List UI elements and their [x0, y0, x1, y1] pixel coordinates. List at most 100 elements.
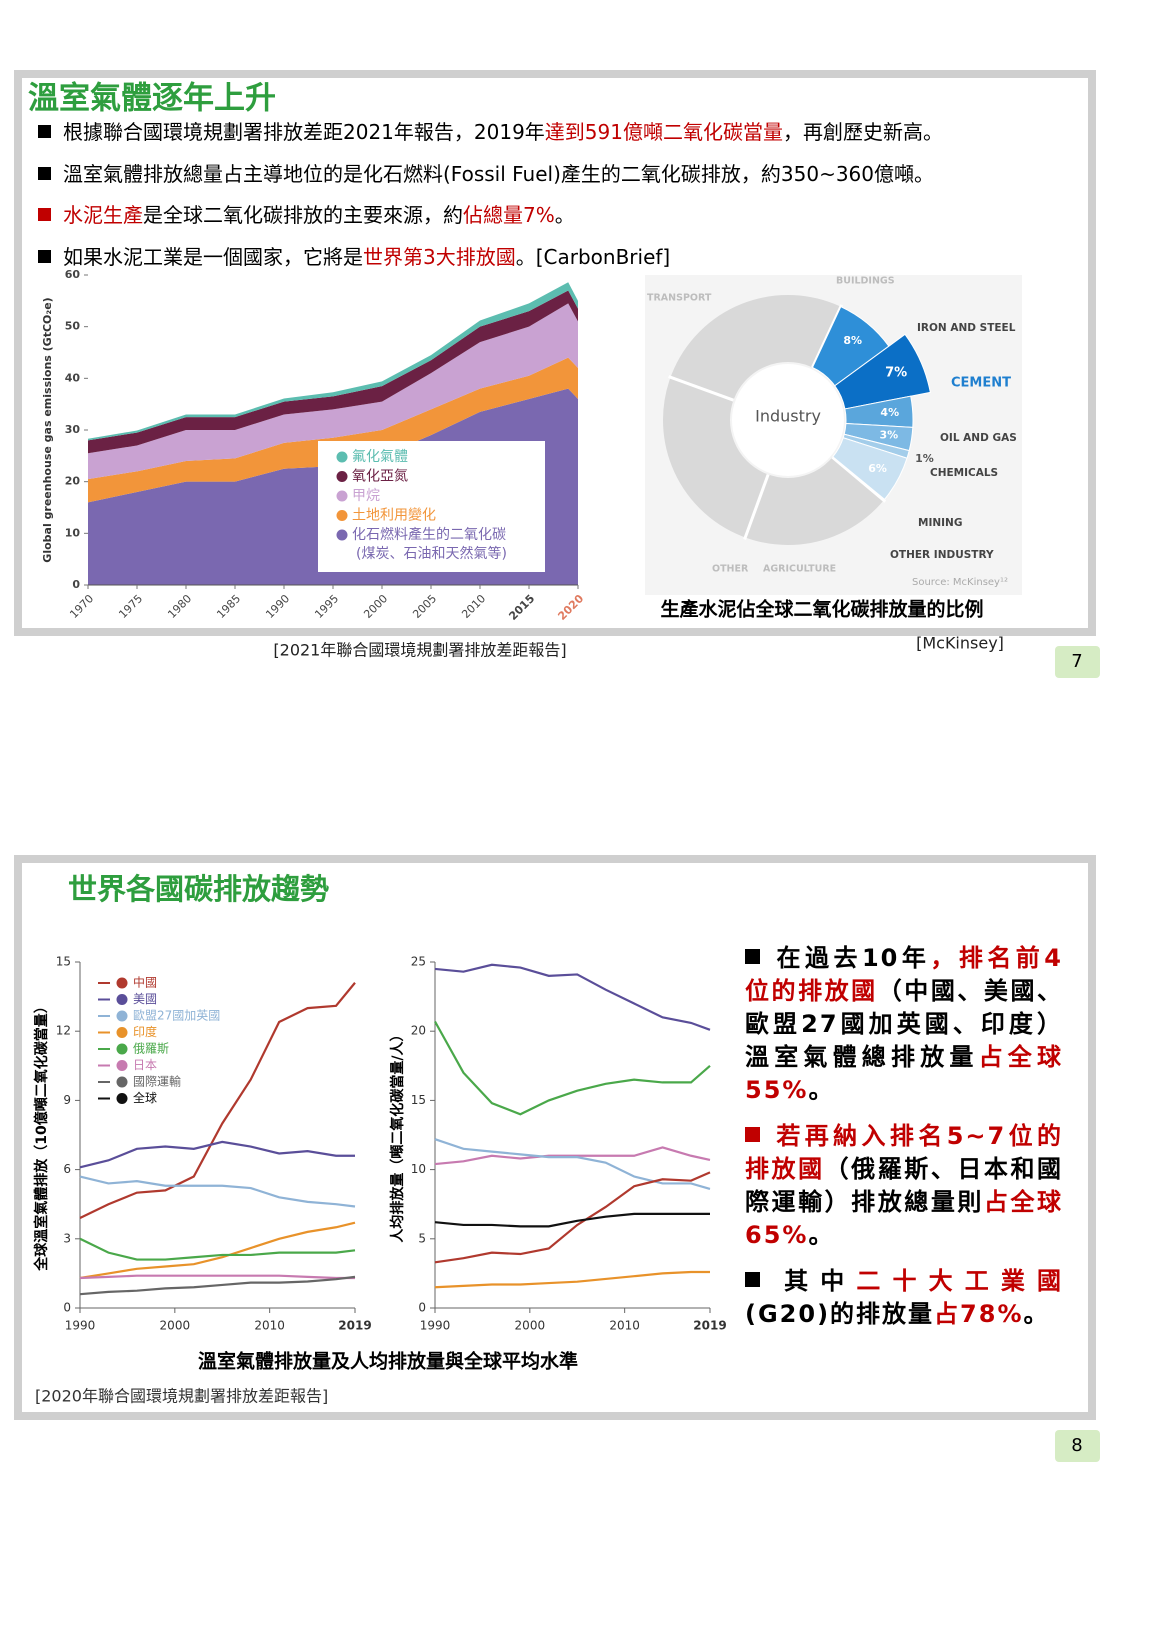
- y-tick-label: 12: [56, 1024, 71, 1038]
- legend-label: 歐盟27國加英國: [133, 1008, 220, 1023]
- donut-slice: [834, 333, 931, 410]
- legend-icon: [116, 994, 128, 1005]
- series-line: [79, 1274, 355, 1280]
- legend-label: 日本: [133, 1058, 157, 1072]
- bullet-text: 二十大工業國: [856, 1267, 1063, 1295]
- y-axis-label: 全球溫室氣體排放（10億噸二氧化碳當量）: [33, 999, 50, 1271]
- category-label: OTHER INDUSTRY: [890, 549, 994, 561]
- x-tick-label: 2000: [361, 592, 390, 621]
- bullet-text: 。[CarbonBrief]: [515, 244, 671, 269]
- legend-swatch: [336, 490, 348, 502]
- series-line: [434, 1270, 710, 1289]
- y-tick-label: 40: [65, 371, 81, 384]
- bullet-text: 水泥生產: [63, 203, 143, 227]
- x-tick-label: 2010: [609, 1319, 640, 1333]
- legend-icon: [116, 1060, 128, 1071]
- bullet: 若再納入排名5~7位的排放國（俄羅斯、日本和國際運輸）排放總量則占全球65%。: [745, 1120, 1063, 1252]
- donut-divider: [831, 456, 887, 503]
- bullet-text: 在過去10年: [774, 944, 931, 972]
- bullet-text: 占全球65%: [745, 1188, 1064, 1249]
- source: [McKinsey]: [916, 634, 1004, 653]
- page-tab: [1055, 646, 1100, 678]
- area-band: [88, 357, 578, 503]
- legend-swatch: [336, 471, 348, 482]
- bullet-text: 是全球二氧化碳排放的主要來源，約: [143, 203, 463, 227]
- bullet-text: 。: [808, 1076, 835, 1104]
- series-line: [79, 982, 356, 1220]
- legend-icon: [116, 977, 128, 989]
- bullet-text: 如果水泥工業是一個國家，它將是: [63, 244, 363, 269]
- legend-label: 全球: [133, 1090, 157, 1105]
- series-line: [434, 1138, 711, 1191]
- y-tick-label: 20: [411, 1024, 426, 1038]
- legend-box: [92, 971, 230, 1107]
- x-tick-label: 2020: [555, 592, 586, 623]
- series-line: [79, 1237, 356, 1261]
- slice-label: 8%: [843, 334, 862, 347]
- y-tick-label: 15: [411, 1093, 426, 1107]
- bullet-text: 佔總量7%: [463, 203, 555, 227]
- y-tick-label: 6: [63, 1162, 71, 1176]
- category-label: IRON AND STEEL: [917, 322, 1016, 334]
- legend-icon: [116, 1010, 128, 1022]
- source: [2021年聯合國環境規劃署排放差距報告]: [273, 641, 566, 660]
- y-tick-label: 20: [65, 475, 81, 488]
- category-label: MINING: [918, 517, 962, 529]
- slide-title: 世界各國碳排放趨勢: [68, 872, 329, 906]
- legend-label: 國際運輸: [133, 1074, 181, 1089]
- series-line: [434, 1212, 710, 1228]
- x-tick-label: 2000: [160, 1319, 191, 1333]
- y-tick-label: 10: [411, 1162, 426, 1176]
- area-band: [88, 303, 578, 480]
- donut-center: [732, 364, 844, 476]
- series-line: [79, 1140, 355, 1169]
- x-tick-label: 2010: [459, 592, 488, 621]
- bullet-text: （俄羅斯、日本和國際運輸）排放總量則: [745, 1155, 1064, 1216]
- bullet-marker: [745, 949, 760, 964]
- slide-frame: [14, 855, 1096, 1420]
- legend-icon: [116, 1027, 128, 1038]
- x-tick-label: 1970: [67, 592, 96, 621]
- bullet-marker: [38, 249, 51, 263]
- series-line: [79, 1175, 356, 1208]
- bullet-text: ，再創歷史新高。: [782, 120, 943, 144]
- series-line: [434, 963, 711, 1031]
- bullet: 溫室氣體排放總量占主導地位的是化石燃料(Fossil Fuel)產生的二氧化碳排…: [38, 154, 1088, 196]
- bullet-text: 占全球55%: [745, 1043, 1064, 1104]
- x-tick-label: 2005: [410, 592, 439, 621]
- y-tick-label: 30: [65, 423, 81, 436]
- series-line: [434, 1171, 711, 1264]
- bullet-marker: [38, 208, 51, 221]
- bullet-text: 若再納入排名5~7位的排放國: [745, 1122, 1063, 1183]
- slice-label: 3%: [879, 429, 898, 442]
- bullet-text: 世界第3大排放國: [363, 244, 516, 269]
- sector-label: AGRICULTURE: [763, 564, 836, 575]
- bullet: 根據聯合國環境規劃署排放差距2021年報告，2019年達到591億噸二氧化碳當量…: [38, 112, 1088, 154]
- x-tick-label: 2000: [515, 1319, 546, 1333]
- slice-label: 7%: [885, 365, 907, 380]
- y-axis-label: 人均排放量（噸二氧化碳當量/人）: [389, 1027, 406, 1242]
- legend-icon: [116, 1043, 128, 1055]
- slide-title: 溫室氣體逐年上升: [28, 81, 276, 117]
- bullet: 如果水泥工業是一個國家，它將是世界第3大排放國。[CarbonBrief]: [38, 237, 1088, 279]
- bullet-text: ，排名前4位的排放國: [745, 944, 1063, 1005]
- legend-label: 甲烷: [352, 488, 380, 504]
- slide-frame: [14, 70, 1096, 636]
- x-tick-label: 1980: [165, 592, 194, 621]
- bullet: 水泥生產是全球二氧化碳排放的主要來源，約佔總量7%。: [38, 195, 1088, 237]
- donut-divider: [668, 375, 735, 402]
- legend-label: 化石燃料產生的二氧化碳: [352, 526, 506, 543]
- source: [2020年聯合國環境規劃署排放差距報告]: [35, 1387, 328, 1406]
- bullet-text: (G20)的排放量: [745, 1300, 935, 1328]
- bullet: 在過去10年，排名前4位的排放國（中國、美國、歐盟27國加英國、印度）溫室氣體總…: [745, 942, 1063, 1107]
- bullet-text: 其中: [774, 1267, 857, 1295]
- legend-icon: [116, 1076, 128, 1088]
- x-tick-label: 1985: [214, 592, 243, 621]
- x-tick-label: 1975: [116, 592, 145, 621]
- legend-swatch: [336, 510, 348, 521]
- legend-swatch: [336, 529, 348, 541]
- y-axis-label: Global greenhouse gas emissions (GtCO₂e): [41, 297, 54, 562]
- y-tick-label: 5: [418, 1231, 426, 1245]
- sector-label: BUILDINGS: [836, 276, 895, 287]
